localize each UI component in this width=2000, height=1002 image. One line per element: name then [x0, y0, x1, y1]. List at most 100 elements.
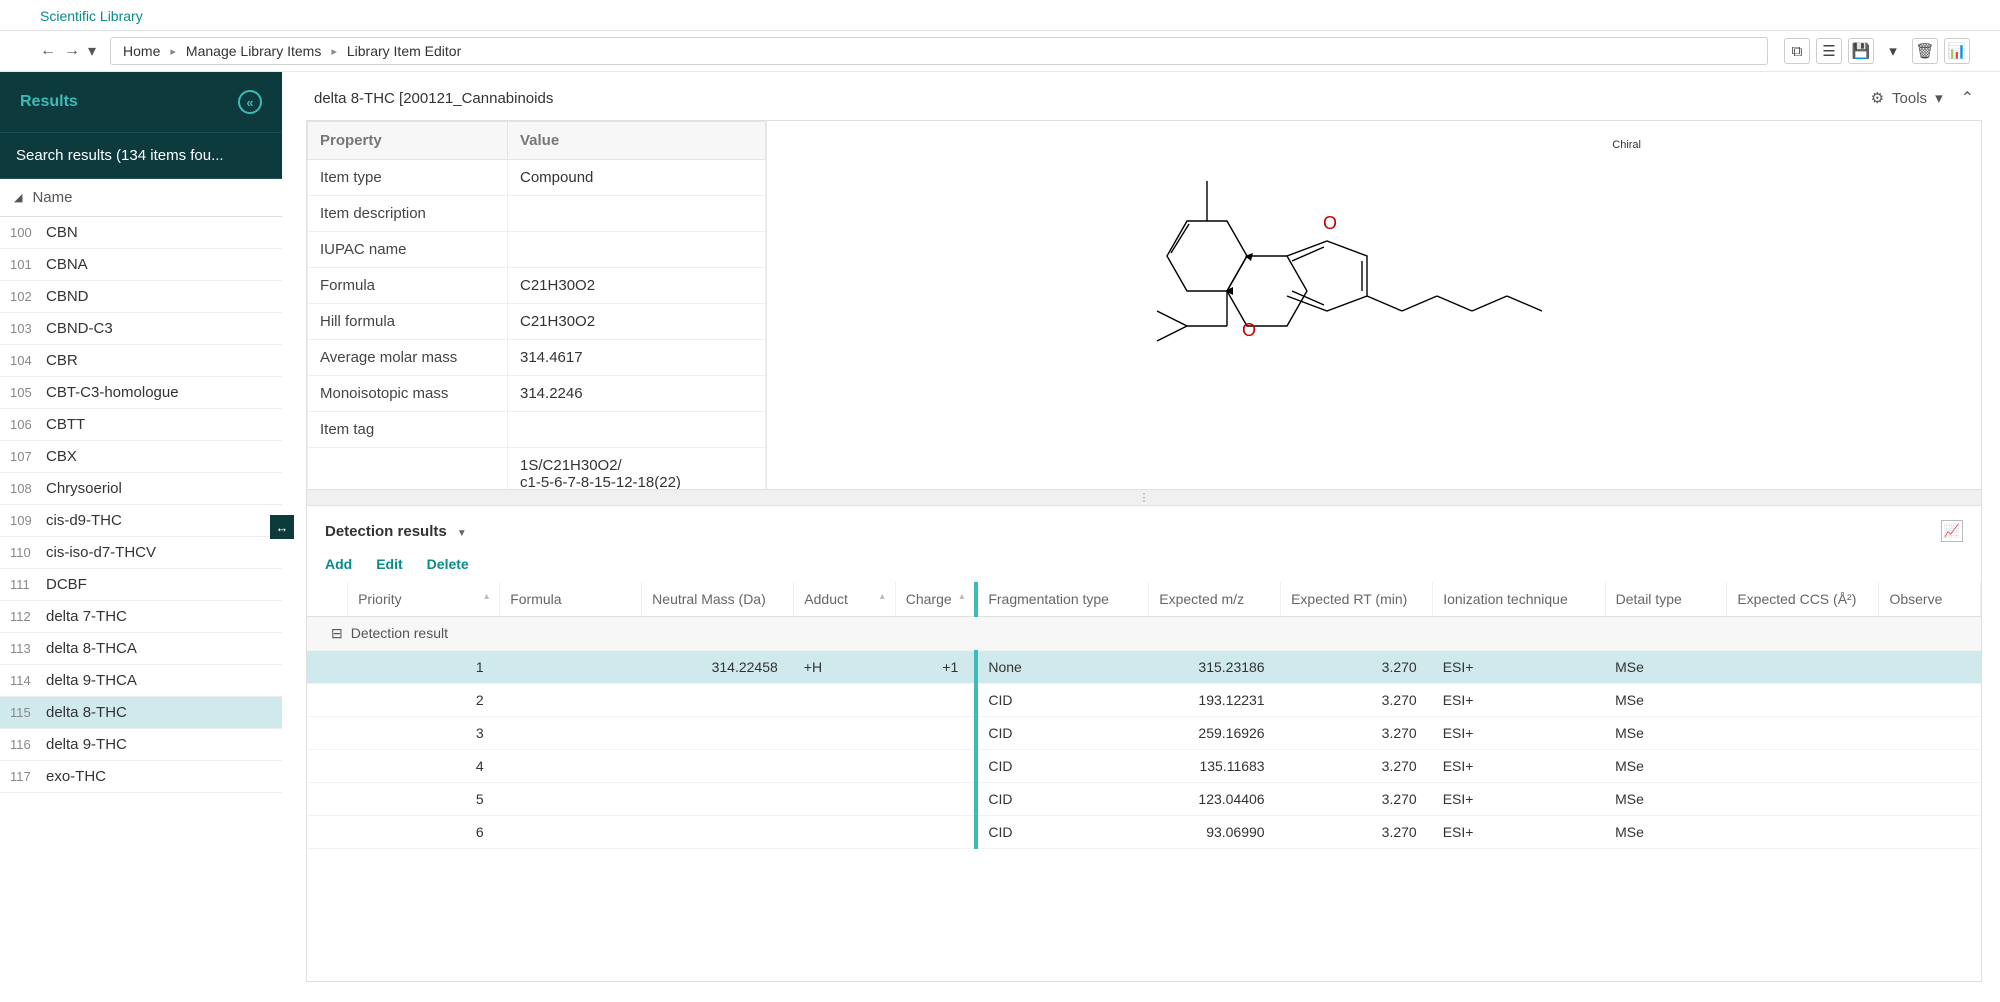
chart-icon[interactable]: 📈: [1941, 520, 1963, 542]
detection-column-header[interactable]: [307, 582, 348, 617]
result-item[interactable]: 105CBT-C3-homologue: [0, 377, 282, 409]
detection-column-header[interactable]: Ionization technique: [1433, 582, 1605, 617]
detection-cell: [642, 783, 794, 816]
nav-back-icon[interactable]: ←: [40, 42, 56, 60]
detection-cell: 1: [348, 651, 500, 684]
sidebar-splitter-icon[interactable]: ↔: [270, 515, 294, 539]
result-item[interactable]: 113delta 8-THCA: [0, 633, 282, 665]
tools-menu[interactable]: ⚙ Tools ▾: [1871, 89, 1943, 107]
result-list[interactable]: 100CBN101CBNA102CBND103CBND-C3104CBR105C…: [0, 217, 282, 982]
detection-column-header[interactable]: Detail type: [1605, 582, 1727, 617]
detection-cell: 123.04406: [1149, 783, 1281, 816]
result-item[interactable]: 100CBN: [0, 217, 282, 249]
detection-column-header[interactable]: Expected CCS (Å²): [1727, 582, 1879, 617]
result-item[interactable]: 115delta 8-THC: [0, 697, 282, 729]
property-row[interactable]: Item description: [308, 196, 766, 232]
detection-cell: [1879, 816, 1981, 849]
compound-title: delta 8-THC [200121_Cannabinoids: [314, 90, 553, 107]
detection-cell: MSe: [1605, 651, 1727, 684]
breadcrumb-item[interactable]: Manage Library Items: [186, 43, 321, 59]
detection-column-header[interactable]: Formula: [500, 582, 642, 617]
property-row[interactable]: Hill formulaC21H30O2: [308, 304, 766, 340]
result-item[interactable]: 110cis-iso-d7-THCV: [0, 537, 282, 569]
detection-cell: [794, 750, 895, 783]
chevron-down-icon[interactable]: ▼: [457, 528, 467, 539]
detection-cell: MSe: [1605, 783, 1727, 816]
dropdown-icon[interactable]: ▾: [1880, 38, 1906, 64]
result-index: 111: [10, 577, 46, 592]
detection-row[interactable]: 6CID93.069903.270ESI+MSe: [307, 816, 1981, 849]
add-button[interactable]: Add: [325, 556, 352, 572]
panel-splitter[interactable]: ⋮: [306, 490, 1982, 506]
chevron-right-icon: ▸: [170, 45, 176, 58]
property-row[interactable]: Item typeCompound: [308, 160, 766, 196]
property-row[interactable]: IUPAC name: [308, 232, 766, 268]
property-row[interactable]: Item tag: [308, 412, 766, 448]
result-item[interactable]: 112delta 7-THC: [0, 601, 282, 633]
detection-cell: [307, 651, 348, 684]
detection-table-wrap[interactable]: Priority▴FormulaNeutral Mass (Da)Adduct▴…: [307, 582, 1981, 981]
detection-row[interactable]: 2CID193.122313.270ESI+MSe: [307, 684, 1981, 717]
result-item[interactable]: 103CBND-C3: [0, 313, 282, 345]
value-header[interactable]: Value: [508, 122, 766, 160]
detection-column-header[interactable]: Expected m/z: [1149, 582, 1281, 617]
trash-icon[interactable]: 🗑: [1912, 38, 1938, 64]
chiral-label: Chiral: [1612, 139, 1641, 151]
copy-icon[interactable]: ⧉: [1784, 38, 1810, 64]
detection-column-header[interactable]: Adduct▴: [794, 582, 895, 617]
detection-cell: 314.22458: [642, 651, 794, 684]
detection-column-header[interactable]: Charge▴: [895, 582, 976, 617]
result-item[interactable]: 114delta 9-THCA: [0, 665, 282, 697]
collapse-icon[interactable]: ⊟: [331, 625, 343, 641]
detection-column-header[interactable]: Observe: [1879, 582, 1981, 617]
list-icon[interactable]: ☰: [1816, 38, 1842, 64]
result-item[interactable]: 107CBX: [0, 441, 282, 473]
breadcrumb-item[interactable]: Home: [123, 43, 160, 59]
collapse-panel-icon[interactable]: ⌃: [1961, 88, 1974, 108]
result-item[interactable]: 108Chrysoeriol: [0, 473, 282, 505]
property-row[interactable]: 1S/C21H30O2/ c1-5-6-7-8-15-12-18(22) 20-…: [308, 448, 766, 490]
property-row[interactable]: Average molar mass314.4617: [308, 340, 766, 376]
property-value: [508, 196, 766, 232]
detection-column-header[interactable]: Neutral Mass (Da): [642, 582, 794, 617]
result-item[interactable]: 116delta 9-THC: [0, 729, 282, 761]
edit-button[interactable]: Edit: [376, 556, 402, 572]
property-header[interactable]: Property: [308, 122, 508, 160]
detection-cell: 3.270: [1281, 651, 1433, 684]
compound-header-actions: ⚙ Tools ▾ ⌃: [1871, 88, 1974, 108]
detection-row[interactable]: 1314.22458+H+1None315.231863.270ESI+MSe: [307, 651, 1981, 684]
save-icon[interactable]: 💾: [1848, 38, 1874, 64]
breadcrumb[interactable]: Home ▸ Manage Library Items ▸ Library It…: [110, 37, 1768, 65]
detection-group-row[interactable]: ⊟Detection result: [307, 617, 1981, 651]
detection-cell: MSe: [1605, 684, 1727, 717]
collapse-sidebar-icon[interactable]: «: [238, 90, 262, 114]
detection-column-header[interactable]: Fragmentation type: [976, 582, 1148, 617]
result-item[interactable]: 117exo-THC: [0, 761, 282, 793]
property-row[interactable]: Monoisotopic mass314.2246: [308, 376, 766, 412]
nav-forward-icon[interactable]: →: [64, 42, 80, 60]
breadcrumb-item[interactable]: Library Item Editor: [347, 43, 461, 59]
detection-column-header[interactable]: Expected RT (min): [1281, 582, 1433, 617]
delete-button[interactable]: Delete: [427, 556, 469, 572]
property-row[interactable]: FormulaC21H30O2: [308, 268, 766, 304]
property-table-panel[interactable]: Property Value Item typeCompoundItem des…: [307, 121, 767, 489]
result-index: 102: [10, 289, 46, 304]
detection-row[interactable]: 3CID259.169263.270ESI+MSe: [307, 717, 1981, 750]
result-item[interactable]: 111DCBF: [0, 569, 282, 601]
detection-row[interactable]: 4CID135.116833.270ESI+MSe: [307, 750, 1981, 783]
detection-title: Detection results: [325, 523, 447, 540]
property-key: Hill formula: [308, 304, 508, 340]
molecule-structure: O O: [1127, 161, 1627, 441]
name-column-header[interactable]: ◢ Name: [0, 179, 282, 217]
detection-cell: [307, 816, 348, 849]
result-item[interactable]: 104CBR: [0, 345, 282, 377]
result-item[interactable]: 109cis-d9-THC: [0, 505, 282, 537]
nav-history-icon[interactable]: ▾: [88, 41, 96, 61]
result-item[interactable]: 106CBTT: [0, 409, 282, 441]
result-item[interactable]: 101CBNA: [0, 249, 282, 281]
detection-column-header[interactable]: Priority▴: [348, 582, 500, 617]
report-icon[interactable]: 📊: [1944, 38, 1970, 64]
detection-cell: [1879, 750, 1981, 783]
result-item[interactable]: 102CBND: [0, 281, 282, 313]
detection-row[interactable]: 5CID123.044063.270ESI+MSe: [307, 783, 1981, 816]
